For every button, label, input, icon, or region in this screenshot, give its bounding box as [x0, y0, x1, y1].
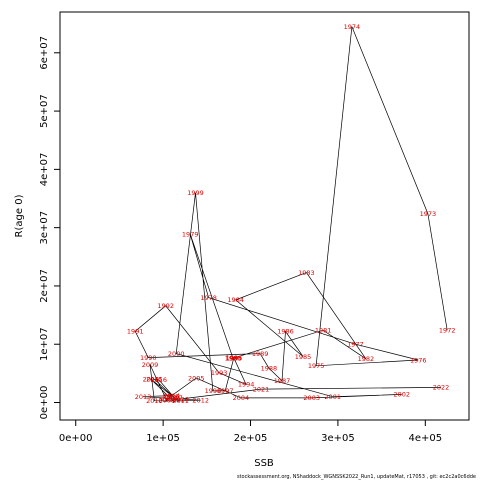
point-label-2002: 2002 — [393, 391, 410, 399]
point-label-1986: 1986 — [277, 328, 294, 336]
point-label-1981: 1981 — [315, 327, 332, 335]
footer-credit: stockassessment.org, NShaddock_WGNSSK202… — [237, 474, 476, 480]
point-label-2010: 2010 — [146, 397, 163, 405]
y-tick-label: 5e+07 — [39, 94, 50, 128]
point-label-1988: 1988 — [261, 364, 278, 372]
point-label-1972: 1972 — [439, 327, 456, 335]
point-label-2005: 2005 — [188, 374, 205, 382]
y-axis: 0e+00 1e+07 2e+07 3e+07 4e+07 5e+07 6e+07 — [39, 36, 61, 420]
point-label-1996: 1996 — [226, 354, 243, 362]
point-label-1989: 1989 — [252, 350, 269, 358]
point-label-1984: 1984 — [227, 296, 244, 304]
point-label-1974: 1974 — [344, 23, 361, 31]
point-label-1978: 1978 — [200, 294, 217, 302]
y-axis-title: R(age 0) — [14, 194, 25, 237]
point-label-1997: 1997 — [217, 387, 234, 395]
y-tick-label: 1e+07 — [39, 327, 50, 361]
point-label-1998: 1998 — [205, 387, 222, 395]
point-label-layer: 1972 1973 1974 1975 1976 1977 1978 1979 1980 1981… — [127, 23, 456, 405]
point-label-1976: 1976 — [410, 356, 427, 364]
point-label-1999: 1999 — [187, 189, 204, 197]
point-label-1990: 1990 — [140, 354, 157, 362]
y-tick-label: 3e+07 — [39, 211, 50, 245]
point-label-2008: 2008 — [158, 397, 175, 405]
point-label-2009: 2009 — [142, 361, 159, 369]
point-label-2022: 2022 — [433, 384, 450, 392]
point-label-2019: 2019 — [164, 396, 181, 404]
point-label-2020: 2020 — [172, 395, 189, 403]
x-tick-label: 2e+05 — [234, 433, 268, 444]
point-label-1991: 1991 — [127, 328, 144, 336]
point-label-2006: 2006 — [163, 392, 180, 400]
x-tick-label: 0e+00 — [59, 433, 93, 444]
point-label-1977: 1977 — [347, 341, 364, 349]
point-label-2013: 2013 — [135, 393, 152, 401]
point-label-1993: 1993 — [211, 369, 228, 377]
point-label-2014: 2014 — [164, 392, 181, 400]
x-axis-title: SSB — [254, 458, 274, 469]
point-label-2018: 2018 — [143, 376, 160, 384]
x-tick-label: 1e+05 — [146, 433, 180, 444]
point-label-2011: 2011 — [172, 397, 189, 405]
point-label-2007: 2007 — [160, 394, 177, 402]
x-tick-label: 4e+05 — [408, 433, 442, 444]
point-label-1992: 1992 — [157, 302, 174, 310]
y-tick-label: 6e+07 — [39, 36, 50, 70]
point-label-2017: 2017 — [166, 394, 183, 402]
point-label-2000: 2000 — [168, 350, 185, 358]
point-label-2004: 2004 — [233, 394, 250, 402]
sr-trajectory-line — [134, 26, 448, 402]
y-tick-label: 4e+07 — [39, 153, 50, 187]
point-label-1980: 1980 — [225, 355, 242, 363]
y-tick-label: 2e+07 — [39, 269, 50, 303]
point-label-2021: 2021 — [253, 385, 270, 393]
point-label-1982: 1982 — [358, 355, 375, 363]
point-label-1973: 1973 — [420, 210, 437, 218]
x-tick-label: 3e+05 — [321, 433, 355, 444]
point-label-2001: 2001 — [324, 393, 341, 401]
point-label-1987: 1987 — [274, 377, 291, 385]
x-axis: 0e+00 1e+05 2e+05 3e+05 4e+05 — [59, 419, 442, 444]
point-label-2003: 2003 — [303, 394, 320, 402]
point-label-1975: 1975 — [308, 362, 325, 370]
y-tick-label: 0e+00 — [39, 386, 50, 420]
point-label-1995: 1995 — [226, 355, 243, 363]
series-layer — [134, 26, 448, 402]
point-label-1985: 1985 — [295, 353, 312, 361]
point-label-2016: 2016 — [151, 376, 168, 384]
point-label-2012: 2012 — [192, 397, 209, 405]
point-label-1994: 1994 — [238, 381, 255, 389]
point-label-1983: 1983 — [298, 269, 315, 277]
point-label-2015: 2015 — [146, 376, 163, 384]
point-label-1979: 1979 — [182, 230, 199, 238]
